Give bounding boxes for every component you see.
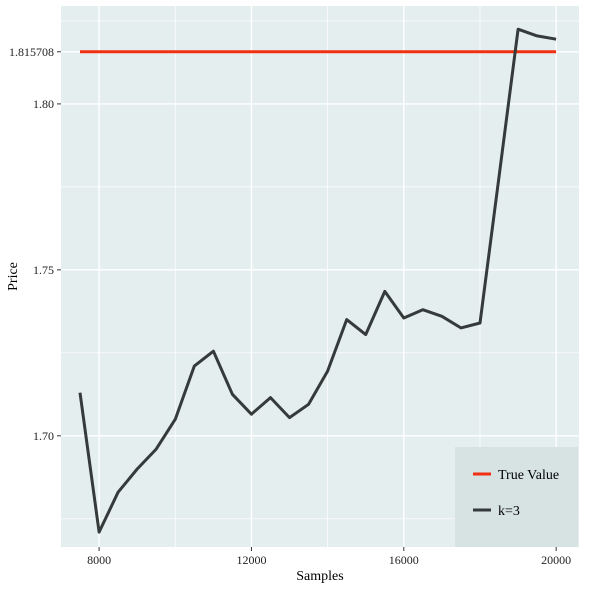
y-tick-label: 1.815708: [9, 45, 54, 59]
x-tick-label: 8000: [87, 553, 111, 567]
legend-label: True Value: [498, 468, 559, 483]
x-tick-label: 16000: [389, 553, 419, 567]
y-tick-label: 1.80: [33, 97, 54, 111]
tick-marks: [57, 51, 557, 551]
x-tick-label: 12000: [236, 553, 266, 567]
y-axis-title: Price: [6, 262, 21, 291]
y-tick-label: 1.75: [33, 263, 54, 277]
legend: True Value k=3: [455, 447, 578, 547]
tick-labels: 8000 12000 16000 20000 1.70 1.75 1.80 1.815708: [9, 45, 571, 567]
minor-gridlines: [61, 6, 579, 547]
series-line-k-3: [78, 27, 557, 534]
legend-box: [455, 447, 578, 547]
x-tick-label: 20000: [541, 553, 571, 567]
y-tick-label: 1.70: [33, 429, 54, 443]
series-layer: [78, 27, 557, 534]
x-axis-title: Samples: [296, 569, 343, 584]
legend-label: k=3: [498, 504, 520, 519]
